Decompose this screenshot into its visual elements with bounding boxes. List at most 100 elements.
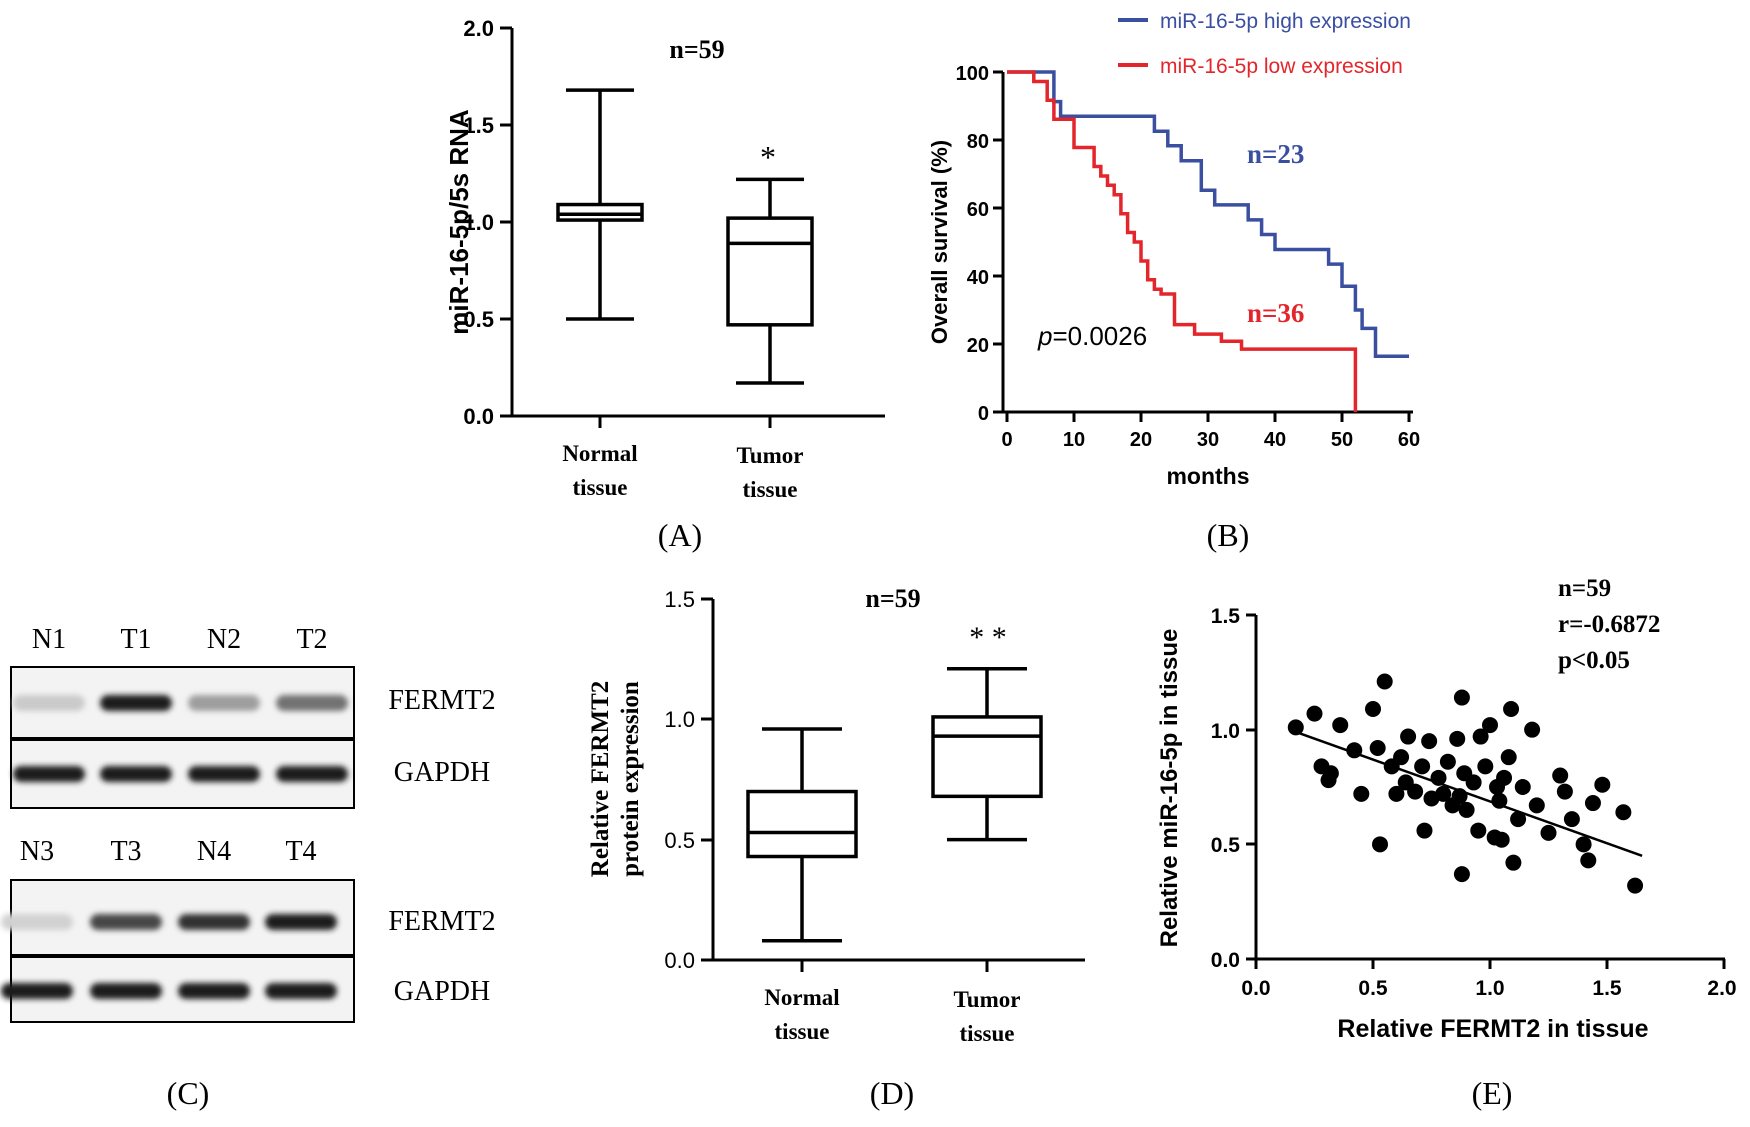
svg-text:0.0: 0.0 xyxy=(1241,977,1270,1000)
panel-a: 0.0 0.5 1.0 1.5 2.0 n=59 miR-16-5p/5s RN… xyxy=(444,16,885,553)
panel-e-y-axis-label: Relative miR-16-5p in tissue xyxy=(1156,629,1183,948)
panel-b-xtick: 30 xyxy=(1197,412,1219,451)
panel-e-xtick: 1.5 xyxy=(1592,959,1622,1000)
panel-a-ytick: 1.0 xyxy=(463,210,512,235)
panel-a-significance-mark: * xyxy=(760,139,776,175)
scatter-point xyxy=(1584,795,1601,812)
scatter-point xyxy=(1376,673,1393,690)
panel-d-caption: (D) xyxy=(870,1075,914,1111)
panel-a-ticks: 0.0 0.5 1.0 1.5 2.0 xyxy=(463,16,772,429)
panel-e-xtick: 0.0 xyxy=(1241,959,1271,1000)
scatter-point xyxy=(1393,749,1410,766)
panel-d-n-label: n=59 xyxy=(865,584,920,613)
box-iqr xyxy=(931,715,1043,799)
panel-a-boxes xyxy=(556,88,814,385)
panel-d-x-tick-label: Normal xyxy=(764,985,839,1010)
panel-e-stat-r: r=-0.6872 xyxy=(1558,611,1660,638)
panel-b-p-value: p=0.0026 xyxy=(1037,321,1147,351)
panel-b-xtick: 40 xyxy=(1264,412,1286,451)
panel-d: 0.0 0.5 1.0 1.5 n=59 * * Relative FERMT2… xyxy=(587,584,1085,1111)
scatter-point xyxy=(1407,783,1424,800)
panel-e-ytick: 1.5 xyxy=(1211,605,1256,628)
panel-b-xtick: 50 xyxy=(1331,412,1353,451)
scatter-point xyxy=(1353,785,1370,802)
scatter-point xyxy=(1451,788,1468,805)
panel-b-ytick: 20 xyxy=(967,335,1003,357)
panel-a-ytick: 0.5 xyxy=(463,307,512,332)
panel-e-xtick: 2.0 xyxy=(1707,959,1737,1000)
scatter-point xyxy=(1430,769,1447,786)
panel-b-legend-high: miR-16-5p high expression xyxy=(1160,10,1411,33)
panel-e-xtick: 1.0 xyxy=(1475,959,1505,1000)
scatter-point xyxy=(1580,852,1597,869)
wb-band-label-gapdh: GAPDH xyxy=(394,757,490,788)
panel-a-x-tick-label: tissue xyxy=(743,477,798,502)
panel-e: 0.0 0.5 1.0 1.5 0.0 0.5 1.0 1.5 2.0 n=59… xyxy=(1156,575,1737,1111)
wb-band xyxy=(13,695,85,711)
svg-text:100: 100 xyxy=(956,63,989,85)
wb-band xyxy=(100,766,172,782)
scatter-point xyxy=(1627,877,1644,894)
svg-text:0.0: 0.0 xyxy=(463,404,494,429)
svg-text:10: 10 xyxy=(1063,429,1085,451)
panel-d-x-tick-label: Tumor xyxy=(954,987,1021,1012)
panel-e-stat-n: n=59 xyxy=(1558,575,1611,602)
scatter-point xyxy=(1493,831,1510,848)
svg-text:1.5: 1.5 xyxy=(463,113,494,138)
panel-b-y-axis-label: Overall survival (%) xyxy=(927,140,952,344)
scatter-point xyxy=(1414,758,1431,775)
scatter-point xyxy=(1400,728,1417,745)
panel-b-ytick: 40 xyxy=(967,267,1003,289)
panel-c-caption: (C) xyxy=(167,1075,210,1111)
wb-lane-label: N3 xyxy=(20,836,54,867)
box-iqr xyxy=(556,202,644,222)
svg-text:20: 20 xyxy=(967,335,989,357)
scatter-point xyxy=(1615,804,1632,821)
wb-band xyxy=(265,983,337,999)
panel-b-n-high: n=23 xyxy=(1247,139,1304,169)
panel-e-xtick: 0.5 xyxy=(1358,959,1388,1000)
wb-band xyxy=(276,695,348,711)
wb-band xyxy=(276,766,348,782)
svg-text:0.0: 0.0 xyxy=(1211,949,1240,972)
scatter-point xyxy=(1514,779,1531,795)
wb-bands-gapdh-row2 xyxy=(1,983,337,999)
wb-band xyxy=(90,983,162,999)
panel-e-ticks: 0.0 0.5 1.0 1.5 0.0 0.5 1.0 1.5 2.0 xyxy=(1211,605,1737,1000)
svg-text:1.5: 1.5 xyxy=(1211,605,1241,628)
svg-text:1.0: 1.0 xyxy=(1475,977,1504,1000)
scatter-point xyxy=(1594,776,1611,793)
wb-band xyxy=(178,914,250,930)
panel-b-x-axis-label: months xyxy=(1166,463,1249,489)
wb-lane-label: N4 xyxy=(197,836,231,867)
panel-d-boxes xyxy=(746,667,1043,943)
panel-a-x-tick-label: Tumor xyxy=(737,443,804,468)
panel-d-x-tick-label: tissue xyxy=(775,1019,830,1044)
scatter-point xyxy=(1477,758,1494,775)
svg-text:1.5: 1.5 xyxy=(664,587,695,612)
panel-b-survival-line-low xyxy=(1007,70,1358,412)
panel-d-significance-mark: * * xyxy=(969,621,1007,654)
scatter-point xyxy=(1496,769,1513,786)
panel-a-y-axis-label: miR-16-5p/5s RNA xyxy=(444,109,474,335)
wb-lane-label: N2 xyxy=(207,624,241,655)
panel-a-ytick: 2.0 xyxy=(463,16,512,41)
panel-b-ytick: 80 xyxy=(967,131,1003,153)
scatter-point xyxy=(1510,811,1527,828)
wb-band-label-fermt2: FERMT2 xyxy=(388,685,495,716)
scatter-point xyxy=(1465,774,1482,791)
svg-text:1.0: 1.0 xyxy=(664,707,695,732)
scatter-point xyxy=(1528,797,1545,814)
panel-a-x-tick-label: tissue xyxy=(573,475,628,500)
scatter-point xyxy=(1322,765,1339,782)
panel-a-caption: (A) xyxy=(658,517,702,553)
svg-text:1.5: 1.5 xyxy=(1592,977,1622,1000)
scatter-point xyxy=(1472,728,1489,745)
svg-text:0.0: 0.0 xyxy=(664,948,695,973)
panel-b-xtick: 10 xyxy=(1063,412,1085,451)
panel-d-x-tick-label: tissue xyxy=(960,1021,1015,1046)
wb-band xyxy=(178,983,250,999)
scatter-point xyxy=(1388,785,1405,802)
panel-b-ytick: 60 xyxy=(967,199,1003,221)
